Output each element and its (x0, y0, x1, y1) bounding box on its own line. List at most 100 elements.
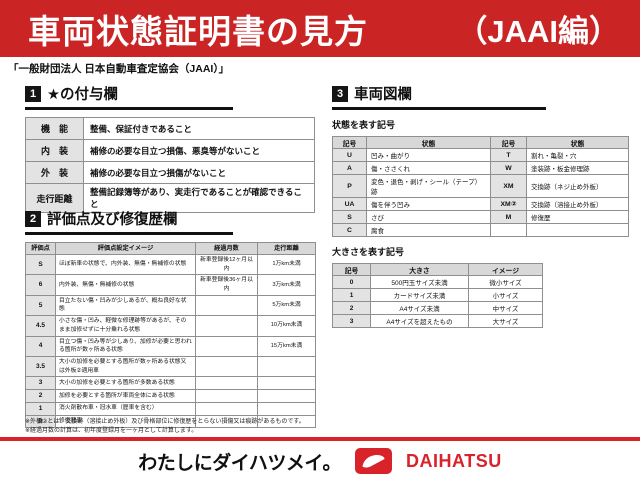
state-cell: 傷・ささくれ (366, 161, 491, 175)
section-evaluation: 2 評価点及び修復歴欄 評価点 評価点設定イメージ 経過月数 走行距離 S ほぼ… (25, 208, 316, 429)
score-cell: 5 (25, 294, 56, 317)
section1-number-badge: 1 (25, 85, 41, 102)
column-header: イメージ (468, 263, 543, 276)
months-cell (195, 294, 258, 317)
score-cell: 3 (25, 376, 56, 390)
months-cell: 新車登録後12ヶ月以内 (195, 253, 258, 276)
section2-title: 評価点及び修復歴欄 (47, 212, 178, 228)
state-cell: 塗装跡・板金修理跡 (526, 161, 629, 175)
symbol-cell: 0 (332, 275, 371, 289)
score-cell: R (25, 414, 56, 429)
score-cell: S (25, 253, 56, 276)
column-header: 記号 (490, 136, 527, 149)
description-cell: 内外装、無傷・無補修の状態 (55, 274, 196, 296)
mileage-cell (257, 389, 316, 403)
issuer-subtitle: 「一般財団法人 日本自動車査定協会（JAAI）」 (8, 63, 230, 75)
state-symbols-caption: 状態を表す記号 (332, 120, 396, 130)
category-cell: 外 装 (25, 161, 84, 184)
footnotes: ※外板②とは、交換跡（溶接止め外板）及び骨格部位に修復歴をとらない損傷又は痕跡が… (25, 418, 305, 436)
table-row: 内 装 補修の必要な目立つ損傷、悪臭等がないこと (25, 139, 315, 162)
table-row: A 傷・ささくれ W 塗装跡・板金修理跡 (332, 161, 629, 175)
state-cell: 修復歴 (526, 210, 629, 224)
description-cell: 目立つ傷・凹み等が少しあり、加修が必要と思われる箇所が数ヶ所ある状態 (55, 335, 196, 357)
symbol-cell: XM② (490, 197, 527, 211)
column-header: 評価点設定イメージ (55, 242, 196, 255)
table-row: UA 傷を伴う凹み XM② 交換跡（溶接止め外板） (332, 197, 629, 211)
state-cell: さび (366, 210, 491, 224)
size-cell: A4サイズ未満 (370, 301, 469, 315)
symbol-cell: 1 (332, 288, 371, 302)
footer-logos: わたしにダイハツメイ。 DAIHATSU (0, 445, 640, 477)
section3-header: 3 車両図欄 (332, 83, 546, 110)
section-star-grant: 1 ★の付与欄 機 能 整備、保証付きであること 内 装 補修の必要な目立つ損傷… (25, 83, 315, 213)
column-header: 状態 (526, 136, 629, 149)
description-cell: 大小の加修を必要とする箇所が数ヶ所ある状態又は外板②適用車 (55, 355, 196, 378)
table-header-row: 記号 大きさ イメージ (332, 263, 543, 276)
category-cell: 走行距離 (25, 183, 84, 213)
daihatsu-brand-text: DAIHATSU (406, 450, 502, 471)
section2-number-badge: 2 (25, 210, 41, 227)
description-cell: 補修の必要な目立つ損傷がないこと (83, 161, 315, 184)
months-cell (195, 401, 258, 416)
months-cell (195, 315, 258, 337)
mileage-cell (257, 401, 316, 416)
page-title: 車両状態証明書の見方 (28, 12, 368, 50)
section3-title: 車両図欄 (354, 87, 412, 103)
symbol-cell (490, 223, 527, 237)
footer-divider (0, 437, 640, 441)
symbol-cell: P (332, 174, 367, 198)
table-row: U 凹み・曲がり T 割れ・亀裂・穴 (332, 148, 629, 162)
score-cell: 4 (25, 335, 56, 357)
size-cell: 500円玉サイズ未満 (370, 275, 469, 289)
state-cell: 交換跡（溶接止め外板） (526, 197, 629, 211)
column-header: 評価点 (25, 242, 56, 255)
column-header: 記号 (332, 136, 367, 149)
symbol-cell: UA (332, 197, 367, 211)
months-cell: 新車登録後36ヶ月以内 (195, 274, 258, 296)
symbol-cell: 2 (332, 301, 371, 315)
table-header-row: 記号 状態 記号 状態 (332, 136, 629, 149)
column-header: 記号 (332, 263, 371, 276)
description-cell: 補修の必要な目立つ損傷、悪臭等がないこと (83, 139, 315, 162)
footnote-line: ※経過月数の計算は、初年度登録月を一ヶ月として計算します。 (25, 428, 198, 434)
description-cell: 消火剤散布車・冠水車（歴車を含む） (55, 401, 196, 416)
page-title-edition: （JAAI編） (456, 14, 620, 49)
mileage-cell (257, 376, 316, 390)
star-grant-table: 機 能 整備、保証付きであること 内 装 補修の必要な目立つ損傷、悪臭等がないこ… (25, 117, 315, 213)
description-cell: 整備、保証付きであること (83, 117, 315, 140)
section3-number-badge: 3 (332, 85, 348, 102)
months-cell (195, 376, 258, 390)
state-cell: 変色・退色・剥げ・シール（テープ）跡 (366, 174, 491, 198)
table-row: 外 装 補修の必要な目立つ損傷がないこと (25, 161, 315, 184)
score-cell: 6 (25, 274, 56, 296)
table-row: 0 500円玉サイズ未満 微小サイズ (332, 275, 543, 289)
table-row: 3.5 大小の加修を必要とする箇所が数ヶ所ある状態又は外板②適用車 (25, 355, 316, 378)
table-row: S ほぼ新車の状態で、内外装、無傷・無補修の状態 新車登録後12ヶ月以内 1万k… (25, 253, 316, 276)
mileage-cell (257, 414, 316, 429)
category-cell: 機 能 (25, 117, 84, 140)
column-header: 走行距離 (257, 242, 316, 255)
table-row: C 腐食 (332, 223, 629, 237)
table-row: 1 消火剤散布車・冠水車（歴車を含む） (25, 401, 316, 416)
months-cell (195, 389, 258, 403)
symbol-cell: M (490, 210, 527, 224)
table-row: 4 目立つ傷・凹み等が少しあり、加修が必要と思われる箇所が数ヶ所ある状態 15万… (25, 335, 316, 357)
image-cell: 小サイズ (468, 288, 543, 302)
symbol-cell: 3 (332, 314, 371, 328)
symbol-cell: U (332, 148, 367, 162)
mileage-cell: 3万km未満 (257, 274, 316, 296)
daihatsu-slogan-text: わたしにダイハツメイ。 (138, 452, 342, 474)
state-cell: 凹み・曲がり (366, 148, 491, 162)
symbol-cell: S (332, 210, 367, 224)
table-row: 1 カードサイズ未満 小サイズ (332, 288, 543, 302)
table-row: 機 能 整備、保証付きであること (25, 117, 315, 140)
table-row: 4.5 小さな傷・凹み、軽微な修理跡等があるが、そのまま加修せずに十分乗れる状態… (25, 315, 316, 337)
symbol-cell: T (490, 148, 527, 162)
table-row: R 修復歴車 (25, 414, 316, 429)
section1-header: 1 ★の付与欄 (25, 83, 233, 110)
table-row: 5 目立たない傷・凹みが少しあるが、概ね良好な状態 5万km未満 (25, 294, 316, 317)
image-cell: 大サイズ (468, 314, 543, 328)
category-cell: 内 装 (25, 139, 84, 162)
state-cell: 交換跡（ネジ止め外板） (526, 174, 629, 198)
section1-title: ★の付与欄 (47, 87, 118, 103)
